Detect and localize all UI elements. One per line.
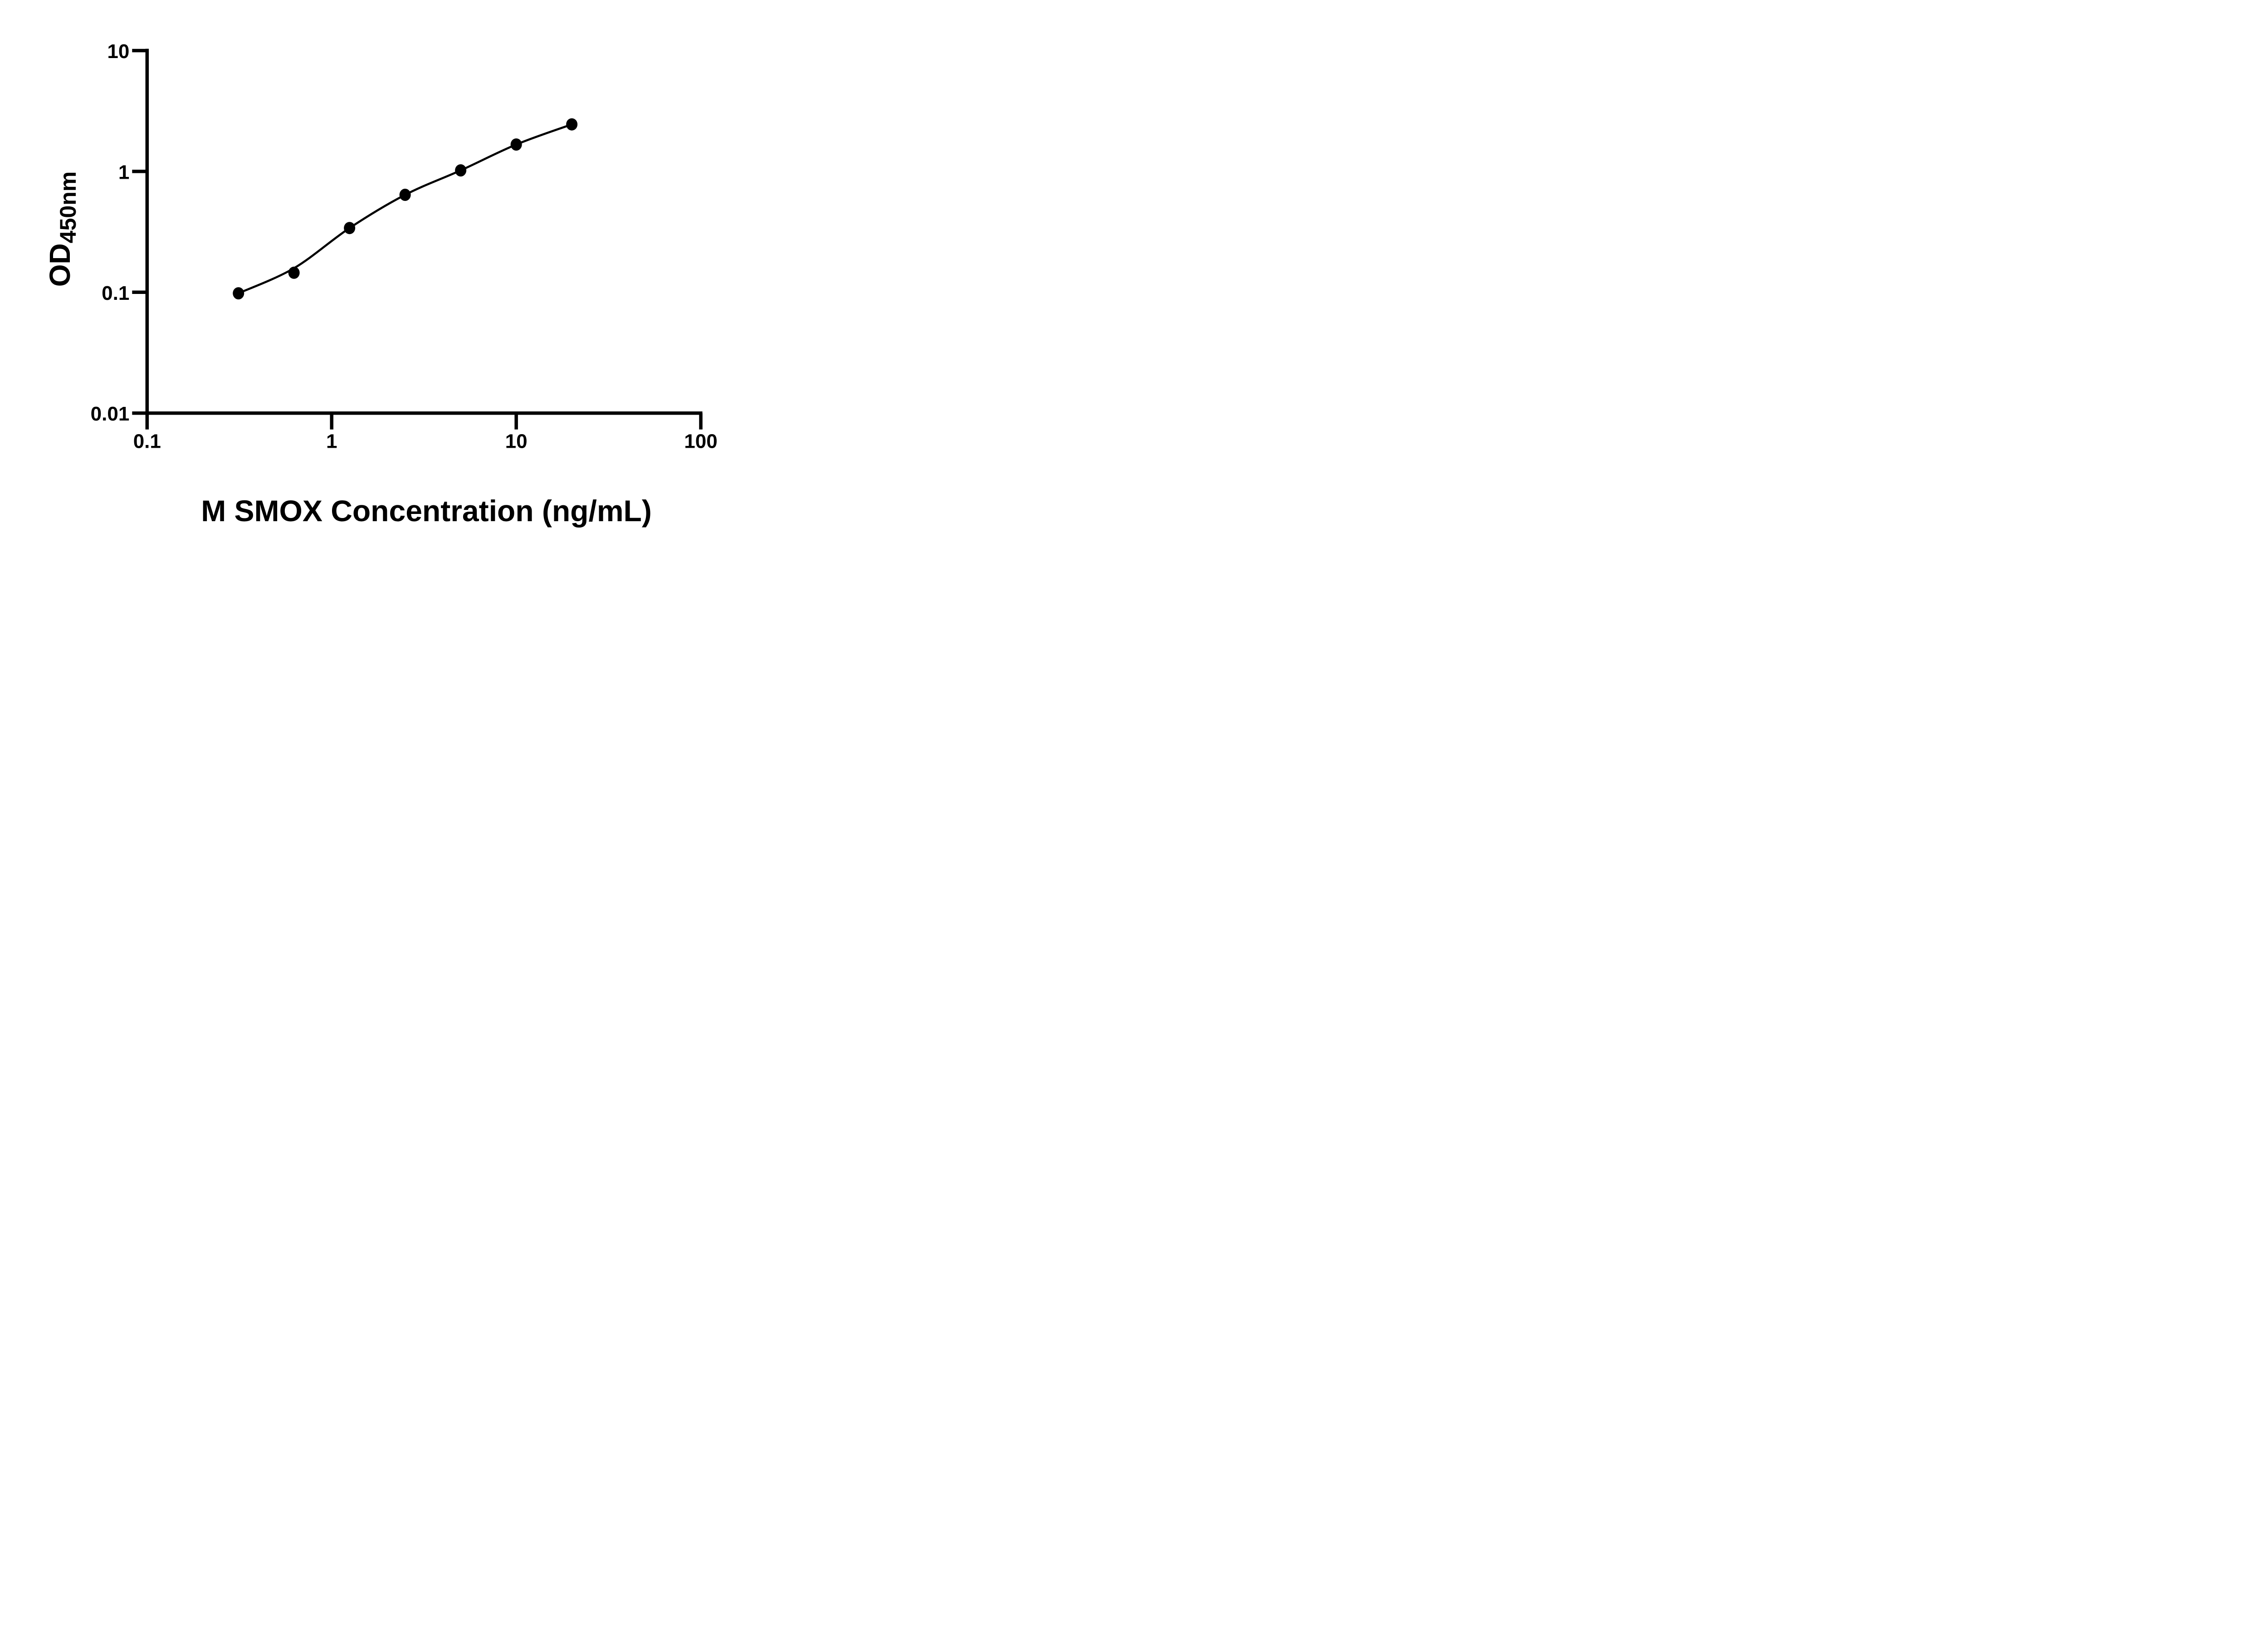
x-axis-ticks: 0.1 1 10 100: [133, 413, 718, 453]
data-point-marker: [510, 138, 522, 151]
data-point-marker: [344, 222, 356, 235]
y-tick-label: 0.1: [102, 282, 129, 304]
data-point-marker: [288, 266, 300, 279]
y-axis-title-subscript: 450nm: [55, 171, 81, 243]
y-tick-label: 10: [107, 40, 129, 63]
data-points: [233, 118, 578, 300]
data-point-marker: [455, 164, 467, 177]
axes: [145, 49, 703, 415]
x-axis-title: M SMOX Concentration (ng/mL): [201, 494, 652, 528]
data-point-marker: [566, 118, 578, 131]
y-tick-label: 1: [118, 161, 129, 183]
x-tick-label: 1: [326, 430, 337, 453]
data-point-marker: [233, 287, 244, 300]
x-tick-label: 0.1: [133, 430, 161, 453]
x-tick-label: 100: [684, 430, 717, 453]
data-point-marker: [399, 189, 411, 201]
fit-curve-line: [238, 123, 572, 294]
x-tick-label: 10: [505, 430, 528, 453]
y-tick-label: 0.01: [91, 403, 130, 425]
elisa-standard-curve-figure: 10 1 0.1 0.01 0.1 1 10 100 M SMOX Concentratio…: [0, 0, 776, 544]
y-axis-title: OD450nm: [44, 171, 81, 287]
y-axis-title-main: OD: [44, 243, 76, 287]
y-axis-ticks: 10 1 0.1 0.01: [91, 40, 147, 425]
